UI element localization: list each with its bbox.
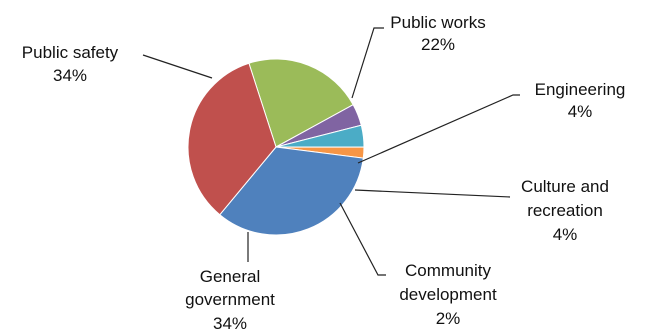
label-culture-line2: recreation xyxy=(527,201,603,220)
label-general-line2: government xyxy=(185,290,275,309)
label-engineering-name: Engineering xyxy=(535,80,626,99)
label-safety-name: Public safety xyxy=(22,43,119,62)
leader-engineering xyxy=(357,94,520,164)
label-general-line1: General xyxy=(200,267,260,286)
pie-slices xyxy=(187,58,365,236)
pie-slice-public-safety xyxy=(187,62,277,216)
leader-public-works xyxy=(351,27,384,99)
label-community-value: 2% xyxy=(436,309,461,328)
pie-slice-public-works xyxy=(248,58,354,148)
label-safety-value: 34% xyxy=(53,66,87,85)
pie-slice-general-government xyxy=(219,146,364,236)
label-public-works-value: 22% xyxy=(421,35,455,54)
leader-culture xyxy=(354,189,511,198)
label-general-value: 34% xyxy=(213,314,247,333)
label-community-line2: development xyxy=(399,285,497,304)
label-culture-line1: Culture and xyxy=(521,177,609,196)
leader-community xyxy=(339,202,386,276)
label-community-line1: Community xyxy=(405,261,491,280)
leader-safety xyxy=(142,54,213,79)
label-engineering-value: 4% xyxy=(568,102,593,121)
label-culture-value: 4% xyxy=(553,225,578,244)
label-public-works-name: Public works xyxy=(390,13,485,32)
